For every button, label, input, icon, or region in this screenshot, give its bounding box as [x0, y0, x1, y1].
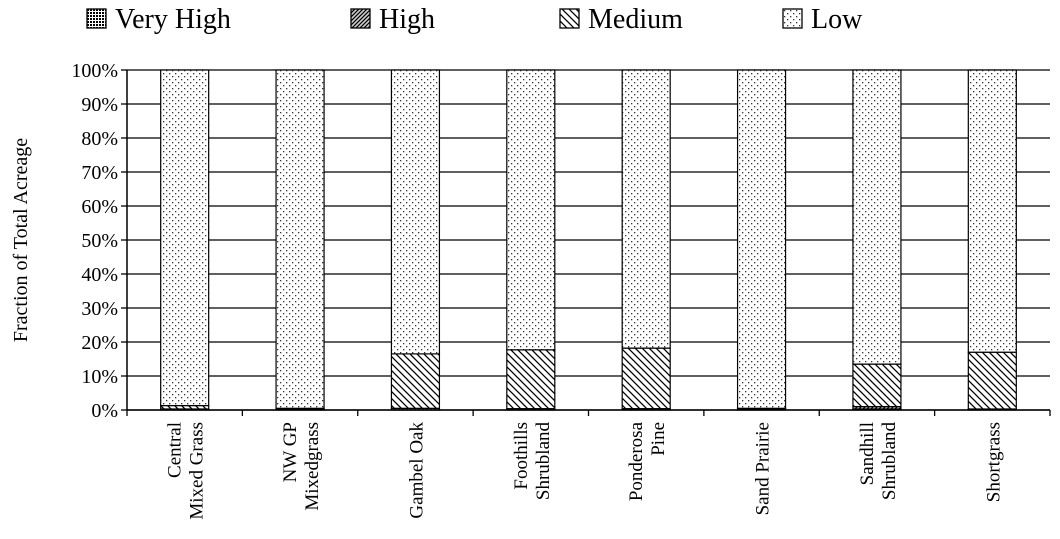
axes: [126, 70, 1051, 416]
legend-swatch: [350, 8, 371, 29]
y-axis-title: Fraction of Total Acreage: [10, 138, 32, 342]
bar-segment: [736, 69, 787, 409]
legend-label: High: [379, 4, 435, 35]
x-tick-label: Mixedgrass: [302, 422, 323, 511]
y-tick-label: 80%: [81, 128, 118, 150]
y-tick-label: 30%: [81, 298, 118, 320]
legend-label: Very High: [115, 4, 231, 35]
bar-segment: [160, 69, 210, 407]
legend-label: Low: [811, 4, 863, 35]
x-tick-label: Sand Prairie: [753, 422, 774, 515]
x-tick-label: Mixed Grass: [187, 422, 208, 520]
y-tick-label: 50%: [81, 230, 118, 252]
x-tick-label: Central: [165, 422, 186, 478]
bar-segment: [621, 69, 671, 349]
x-tick-labels: Central Mixed Grass NW GP Mixedgrass Gambel …: [165, 421, 1005, 519]
legend-label: Medium: [588, 4, 683, 35]
y-tick-label: 0%: [91, 400, 118, 422]
x-tick-label: Gambel Oak: [406, 422, 427, 519]
bar-segment: [275, 69, 325, 409]
legend-swatch: [782, 8, 803, 29]
bar-segment: [390, 353, 441, 409]
bar-segment: [506, 349, 556, 410]
bar-segment: [852, 69, 902, 365]
bar-segment: [506, 69, 556, 351]
bar-segment: [967, 351, 1017, 410]
x-tick-label: Pine: [648, 422, 669, 456]
y-tick-label: 40%: [81, 264, 118, 286]
legend-swatch: [559, 8, 580, 29]
y-tick-label: 100%: [71, 60, 118, 82]
bar-segment: [852, 363, 902, 408]
x-tick-label: Shrubland: [533, 422, 554, 501]
x-tick-label: Shrubland: [879, 422, 900, 501]
bars: [160, 69, 1017, 411]
legend-swatch: [86, 8, 107, 29]
x-tick-label: Foothills: [511, 422, 532, 490]
bar-segment: [967, 69, 1017, 353]
y-tick-label: 70%: [81, 162, 118, 184]
bar-segment: [621, 347, 671, 410]
gridlines: [121, 69, 1050, 411]
x-tick-label: NW GP: [280, 422, 301, 482]
y-tick-label: 20%: [81, 332, 118, 354]
bar-segment: [390, 69, 441, 355]
y-tick-label: 10%: [81, 366, 118, 388]
y-tick-label: 60%: [81, 196, 118, 218]
x-tick-label: Sandhill: [857, 422, 878, 485]
x-tick-label: Ponderosa: [626, 421, 647, 501]
legend: Very High High Medium Low: [86, 4, 863, 35]
y-tick-labels: 0% 10% 20% 30% 40% 50% 60% 70% 80% 90% 100%: [71, 60, 118, 422]
y-tick-label: 90%: [81, 94, 118, 116]
x-tick-label: Shortgrass: [983, 422, 1004, 502]
